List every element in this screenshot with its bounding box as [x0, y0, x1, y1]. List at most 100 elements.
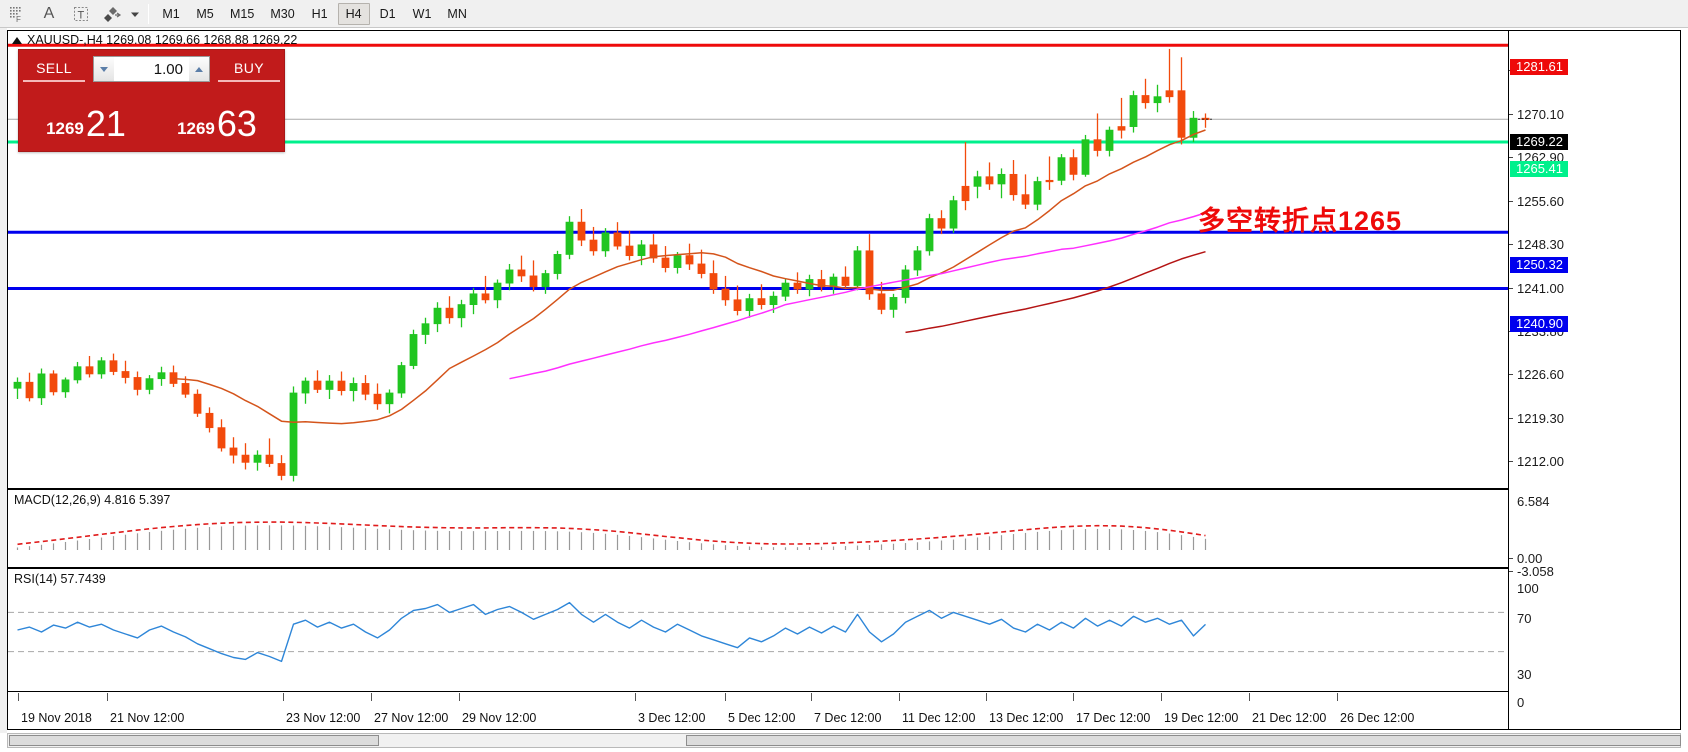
- volume-increase-button[interactable]: [189, 56, 210, 82]
- timeframe-h4[interactable]: H4: [337, 2, 370, 25]
- price-tick: 1219.30: [1509, 411, 1564, 426]
- buy-price-box[interactable]: 1269 63: [154, 84, 280, 146]
- buy-price-integer: 1269: [177, 119, 215, 138]
- macd-chart-canvas: [16, 490, 1338, 567]
- main-toolbar: F A T M1 M5 M15 M30 H1 H4 D1 W1 MN: [0, 0, 1688, 28]
- macd-pane[interactable]: MACD(12,26,9) 4.816 5.397: [8, 490, 1508, 567]
- toolbar-separator: [148, 3, 149, 24]
- timeframe-m15[interactable]: M15: [230, 6, 255, 21]
- time-gridline: [1073, 693, 1074, 701]
- rsi-pane[interactable]: RSI(14) 57.7439: [8, 569, 1508, 691]
- time-axis-label: 26 Dec 12:00: [1340, 711, 1415, 725]
- price-chart-canvas: [8, 31, 1508, 488]
- chart-window[interactable]: XAUUSD-,H4 1269.08 1269.66 1268.88 1269.…: [7, 30, 1681, 730]
- chart-annotation-text: 多空转折点1265: [1198, 206, 1403, 236]
- rsi-tick: 0: [1517, 695, 1525, 710]
- time-gridline: [986, 693, 987, 701]
- price-tick: 1255.60: [1509, 194, 1564, 209]
- chevron-down-icon: [100, 66, 108, 72]
- chart-left-gutter: [0, 28, 7, 733]
- time-gridline: [635, 693, 636, 701]
- price-level-badge[interactable]: 1240.90: [1510, 316, 1568, 332]
- price-tick: 1212.00: [1509, 454, 1564, 469]
- sell-button[interactable]: SELL: [23, 56, 85, 82]
- one-click-trading-panel[interactable]: SELL 1.00 BUY 1269 21 1269 63: [18, 49, 285, 152]
- price-level-badge[interactable]: 1250.32: [1510, 257, 1568, 273]
- time-gridline: [811, 693, 812, 701]
- timeframe-m5[interactable]: M5: [196, 6, 214, 21]
- volume-input[interactable]: 1.00: [114, 56, 189, 82]
- chart-title: XAUUSD-,H4 1269.08 1269.66 1268.88 1269.…: [12, 33, 297, 47]
- price-tick: 1248.30: [1509, 237, 1564, 252]
- price-tick: 1241.00: [1509, 281, 1564, 296]
- volume-stepper[interactable]: 1.00: [93, 56, 210, 82]
- timeframe-d1[interactable]: D1: [379, 6, 396, 21]
- time-gridline: [371, 693, 372, 701]
- timeframe-w1[interactable]: W1: [412, 6, 432, 21]
- pane-divider-rsi-time: [8, 691, 1508, 692]
- collapse-triangle-icon[interactable]: [12, 36, 22, 44]
- time-gridline: [1161, 693, 1162, 701]
- timeframe-h1[interactable]: H1: [311, 6, 328, 21]
- macd-tick: -3.058: [1509, 564, 1554, 579]
- sell-price-integer: 1269: [46, 119, 84, 138]
- time-axis-label: 21 Dec 12:00: [1252, 711, 1327, 725]
- time-gridline: [1337, 693, 1338, 701]
- pane-divider-macd-rsi[interactable]: [8, 567, 1508, 569]
- macd-tick: 0.00: [1509, 551, 1542, 566]
- rsi-indicator-label: RSI(14) 57.7439: [14, 572, 106, 586]
- svg-text:F: F: [16, 15, 21, 23]
- rsi-tick: 30: [1517, 667, 1532, 682]
- sell-price-decimals: 21: [85, 103, 126, 144]
- timeframe-mn[interactable]: MN: [447, 6, 467, 21]
- timeframe-m30[interactable]: M30: [270, 6, 295, 21]
- time-gridline: [18, 693, 19, 701]
- rsi-tick: 100: [1517, 581, 1539, 596]
- chart-title-text: XAUUSD-,H4 1269.08 1269.66 1268.88 1269.…: [27, 33, 298, 47]
- time-axis-label: 5 Dec 12:00: [728, 711, 796, 725]
- price-level-badge[interactable]: 1281.61: [1510, 59, 1568, 75]
- price-level-badge[interactable]: 1265.41: [1510, 161, 1568, 177]
- time-axis-label: 17 Dec 12:00: [1076, 711, 1151, 725]
- chevron-up-icon: [195, 66, 203, 72]
- scrollbar-thumb-right[interactable]: [686, 735, 1681, 746]
- text-box-t-icon[interactable]: T: [66, 2, 96, 26]
- buy-price-decimals: 63: [216, 103, 257, 144]
- price-tick: 1270.10: [1509, 107, 1564, 122]
- objects-dropdown-caret-icon[interactable]: [128, 2, 142, 26]
- macd-indicator-label: MACD(12,26,9) 4.816 5.397: [14, 493, 171, 507]
- time-gridline: [459, 693, 460, 701]
- time-axis-label: 13 Dec 12:00: [989, 711, 1064, 725]
- time-gridline: [283, 693, 284, 701]
- trade-panel-prices: 1269 21 1269 63: [19, 84, 284, 150]
- price-scale[interactable]: 1277.401270.101262.901255.601248.301241.…: [1508, 31, 1680, 729]
- scrollbar-thumb-left[interactable]: [9, 735, 379, 746]
- rsi-tick: 70: [1517, 611, 1532, 626]
- sell-price-box[interactable]: 1269 21: [23, 84, 149, 146]
- objects-arrows-icon[interactable]: [98, 2, 128, 26]
- timeframe-group: M1 M5 M15 M30 H1 H4 D1 W1 MN: [155, 2, 474, 25]
- volume-decrease-button[interactable]: [93, 56, 114, 82]
- time-axis-label: 29 Nov 12:00: [462, 711, 537, 725]
- crosshair-f-icon[interactable]: F: [2, 2, 32, 26]
- time-gridline: [899, 693, 900, 701]
- time-axis-label: 3 Dec 12:00: [638, 711, 706, 725]
- price-level-badge[interactable]: 1269.22: [1510, 134, 1568, 150]
- time-axis-label: 21 Nov 12:00: [110, 711, 185, 725]
- horizontal-scrollbar[interactable]: [7, 733, 1681, 748]
- timeframe-m1[interactable]: M1: [162, 6, 180, 21]
- time-axis-label: 27 Nov 12:00: [374, 711, 449, 725]
- text-label-a-icon[interactable]: A: [43, 4, 55, 22]
- time-axis-label: 11 Dec 12:00: [902, 711, 976, 725]
- macd-tick: 6.584: [1517, 494, 1550, 509]
- time-axis-label: 19 Dec 12:00: [1164, 711, 1239, 725]
- pane-divider-price-macd[interactable]: [8, 488, 1508, 490]
- buy-button[interactable]: BUY: [218, 56, 280, 82]
- time-axis-label: 19 Nov 2018: [21, 711, 92, 725]
- time-axis[interactable]: 19 Nov 2018 21 Nov 12:00 23 Nov 12:00 27 No…: [8, 693, 1508, 729]
- rsi-chart-canvas: [8, 569, 1508, 691]
- chart-right-gutter: [1681, 28, 1688, 752]
- svg-text:T: T: [78, 9, 85, 21]
- trade-panel-controls: SELL 1.00 BUY: [19, 50, 284, 84]
- price-tick: 1226.60: [1509, 367, 1564, 382]
